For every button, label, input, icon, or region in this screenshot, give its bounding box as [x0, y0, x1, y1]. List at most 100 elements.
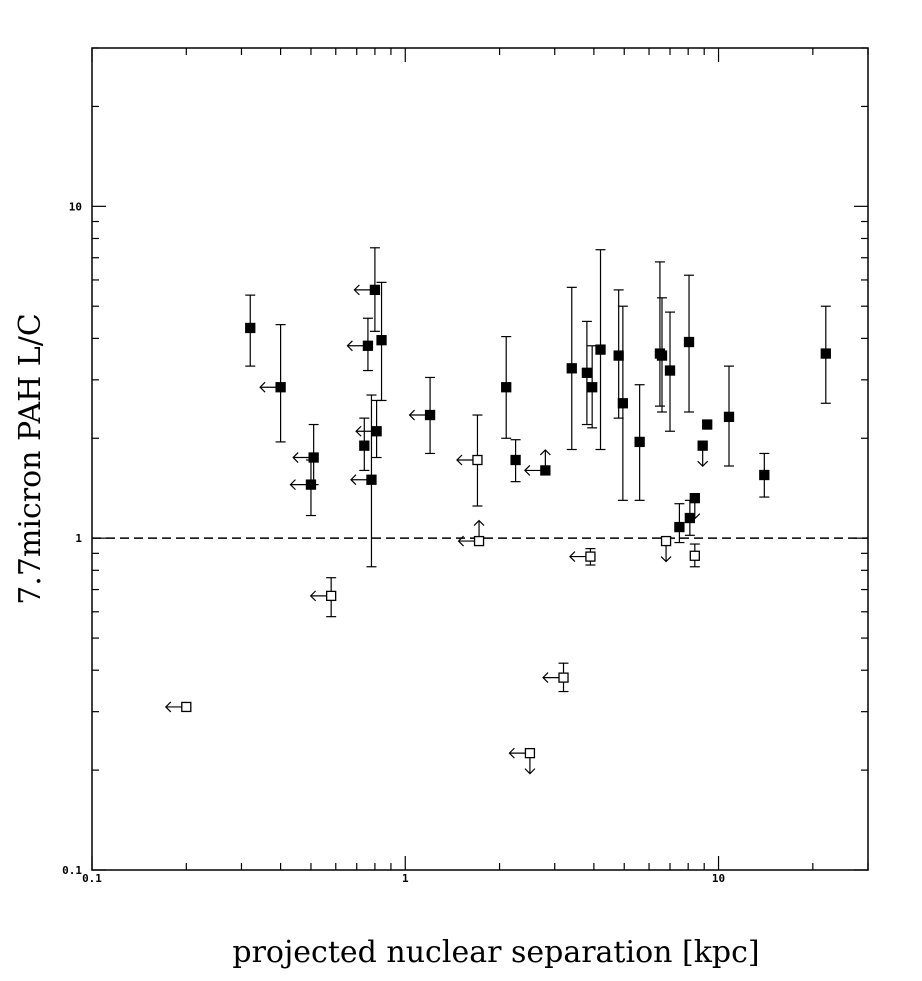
filled-square-point: [656, 297, 668, 413]
open-square-point: [569, 548, 596, 566]
open-square-point: [689, 543, 700, 568]
x-limit-arrowhead: [292, 452, 299, 463]
y-tick-label: 1: [75, 532, 82, 545]
y-tick-label: 0.1: [62, 864, 82, 877]
x-limit-arrowhead: [457, 535, 464, 547]
open-square-point: [456, 414, 483, 507]
filled-square-point: [350, 394, 377, 568]
filled-square-point: [689, 493, 701, 520]
axis-ticks: [91, 47, 869, 871]
filled-square-point: [634, 384, 645, 501]
x-limit-arrowhead: [408, 409, 415, 421]
open-square-marker: [181, 701, 192, 713]
open-square-point: [309, 577, 337, 618]
x-tick-label: 10: [712, 872, 725, 885]
filled-square-point: [289, 459, 317, 517]
filled-square-marker: [245, 322, 256, 334]
x-limit-arrowhead: [569, 551, 576, 563]
filled-square-marker: [424, 409, 436, 421]
x-limit-arrowhead: [353, 284, 360, 296]
y-axis-title: 7.7micron PAH L/C: [13, 313, 48, 605]
open-square-marker: [473, 535, 485, 547]
y-limit-arrowhead: [660, 556, 672, 563]
x-limit-arrowhead: [350, 474, 357, 486]
filled-square-point: [245, 294, 256, 367]
filled-square-marker: [369, 284, 381, 296]
filled-square-marker: [617, 398, 629, 409]
filled-square-point: [501, 335, 512, 439]
x-limit-arrowhead: [355, 425, 362, 437]
open-square-marker: [558, 672, 569, 683]
filled-square-point: [723, 365, 735, 467]
filled-square-marker: [308, 452, 319, 463]
y-limit-arrowhead: [473, 519, 485, 526]
x-limit-arrowhead: [289, 479, 296, 491]
filled-square-point: [683, 274, 695, 413]
filled-square-marker: [376, 335, 387, 346]
filled-square-point: [359, 417, 370, 472]
filled-square-marker: [759, 469, 770, 481]
filled-square-point: [674, 503, 685, 544]
filled-square-point: [566, 286, 577, 451]
filled-square-marker: [366, 474, 377, 485]
open-square-marker: [689, 550, 700, 561]
x-limit-arrowhead: [259, 381, 266, 393]
y-limit-arrowhead: [697, 460, 709, 468]
filled-square-point: [292, 423, 319, 486]
filled-square-point: [654, 261, 666, 407]
filled-square-marker: [371, 426, 382, 437]
filled-square-point: [759, 452, 770, 498]
x-tick-label: 1: [402, 872, 409, 885]
filled-square-marker: [359, 440, 370, 451]
open-square-marker: [585, 551, 596, 562]
open-square-point: [457, 519, 485, 547]
x-limit-arrowhead: [542, 672, 549, 684]
open-square-marker: [326, 590, 337, 602]
filled-square-marker: [501, 382, 512, 393]
y-tick-labels: 0.1 1 10: [62, 200, 82, 877]
filled-square-marker: [702, 419, 713, 430]
open-square-point: [508, 747, 536, 775]
filled-square-marker: [362, 340, 374, 351]
filled-square-marker: [656, 350, 668, 361]
filled-square-point: [510, 439, 521, 483]
y-tick-label: 10: [69, 200, 82, 213]
filled-square-marker: [683, 336, 695, 348]
filled-square-marker: [613, 350, 624, 361]
x-limit-arrowhead: [456, 454, 463, 466]
filled-square-point: [355, 399, 382, 459]
open-square-point: [542, 662, 569, 693]
filled-square-point: [595, 249, 606, 451]
x-limit-arrowhead: [523, 465, 531, 476]
filled-square-marker: [540, 465, 551, 476]
plot-frame: [91, 47, 869, 871]
filled-square-marker: [634, 436, 645, 448]
filled-square-point: [702, 419, 713, 430]
filled-square-point: [587, 345, 598, 429]
filled-square-marker: [581, 367, 593, 378]
filled-square-point: [581, 320, 593, 426]
filled-square-marker: [820, 348, 831, 359]
filled-square-marker: [510, 454, 521, 466]
data-points: [164, 247, 831, 775]
filled-square-point: [664, 311, 676, 432]
x-limit-arrowhead: [508, 747, 515, 759]
filled-square-marker: [689, 493, 700, 504]
x-limit-arrowhead: [346, 340, 353, 352]
y-limit-arrowhead: [539, 449, 551, 456]
y-limit-arrowhead: [689, 513, 701, 520]
x-axis-title: projected nuclear separation [kpc]: [232, 935, 759, 970]
filled-square-marker: [684, 512, 696, 524]
filled-square-point: [820, 305, 831, 404]
filled-square-marker: [723, 411, 735, 423]
filled-square-marker: [566, 363, 577, 374]
filled-square-marker: [275, 382, 286, 393]
filled-square-marker: [674, 521, 685, 533]
open-square-marker: [660, 535, 672, 547]
filled-square-marker: [595, 344, 606, 355]
filled-square-point: [408, 376, 436, 455]
open-square-point: [660, 535, 672, 563]
filled-square-point: [617, 305, 629, 501]
filled-square-point: [376, 281, 387, 402]
